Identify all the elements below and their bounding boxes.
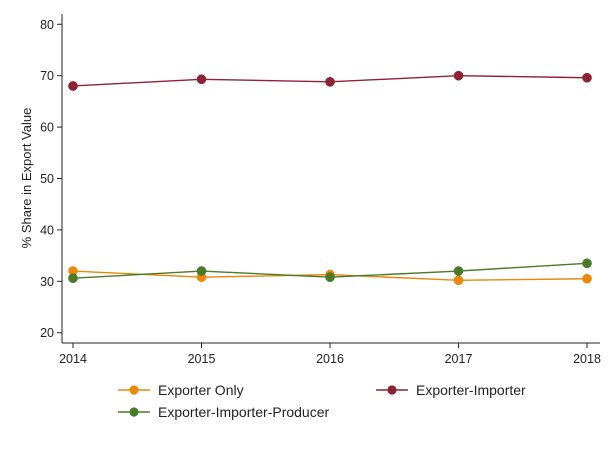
- legend-marker: [387, 385, 397, 395]
- y-tick-label: 70: [40, 69, 54, 83]
- y-tick-label: 30: [40, 275, 54, 289]
- data-point: [196, 266, 207, 276]
- y-tick-label: 60: [40, 121, 54, 135]
- chart-legend: Exporter Only Exporter-Importer Exporter-I…: [118, 382, 526, 420]
- y-tick-label: 80: [40, 18, 54, 32]
- x-tick-label: 2014: [59, 352, 87, 366]
- x-tick-label: 2017: [445, 352, 473, 366]
- legend-label: Exporter-Importer-Producer: [158, 404, 330, 420]
- data-point: [582, 258, 592, 269]
- legend-marker: [129, 407, 139, 417]
- chart-axes: 20 30 40 50 60 70 80 2014 2015 2016 2017 2018: [40, 14, 601, 366]
- data-point: [453, 275, 464, 286]
- data-point: [582, 72, 592, 83]
- legend-label: Exporter-Importer: [416, 382, 526, 398]
- data-point: [68, 81, 78, 91]
- x-tick-label: 2015: [188, 352, 216, 366]
- data-point: [68, 273, 78, 284]
- x-tick-label: 2018: [573, 352, 601, 366]
- legend-label: Exporter Only: [158, 382, 244, 398]
- data-point: [325, 77, 335, 87]
- chart-series: [68, 70, 592, 286]
- data-point: [453, 70, 464, 81]
- legend-marker: [129, 385, 139, 395]
- y-tick-label: 50: [40, 172, 54, 186]
- data-point: [582, 273, 592, 284]
- y-axis-label: % Share in Export Value: [19, 108, 34, 249]
- y-tick-label: 40: [40, 223, 54, 237]
- y-tick-label: 20: [40, 326, 54, 340]
- data-point: [196, 74, 207, 85]
- data-point: [453, 266, 464, 276]
- data-point: [325, 272, 335, 283]
- x-tick-label: 2016: [316, 352, 344, 366]
